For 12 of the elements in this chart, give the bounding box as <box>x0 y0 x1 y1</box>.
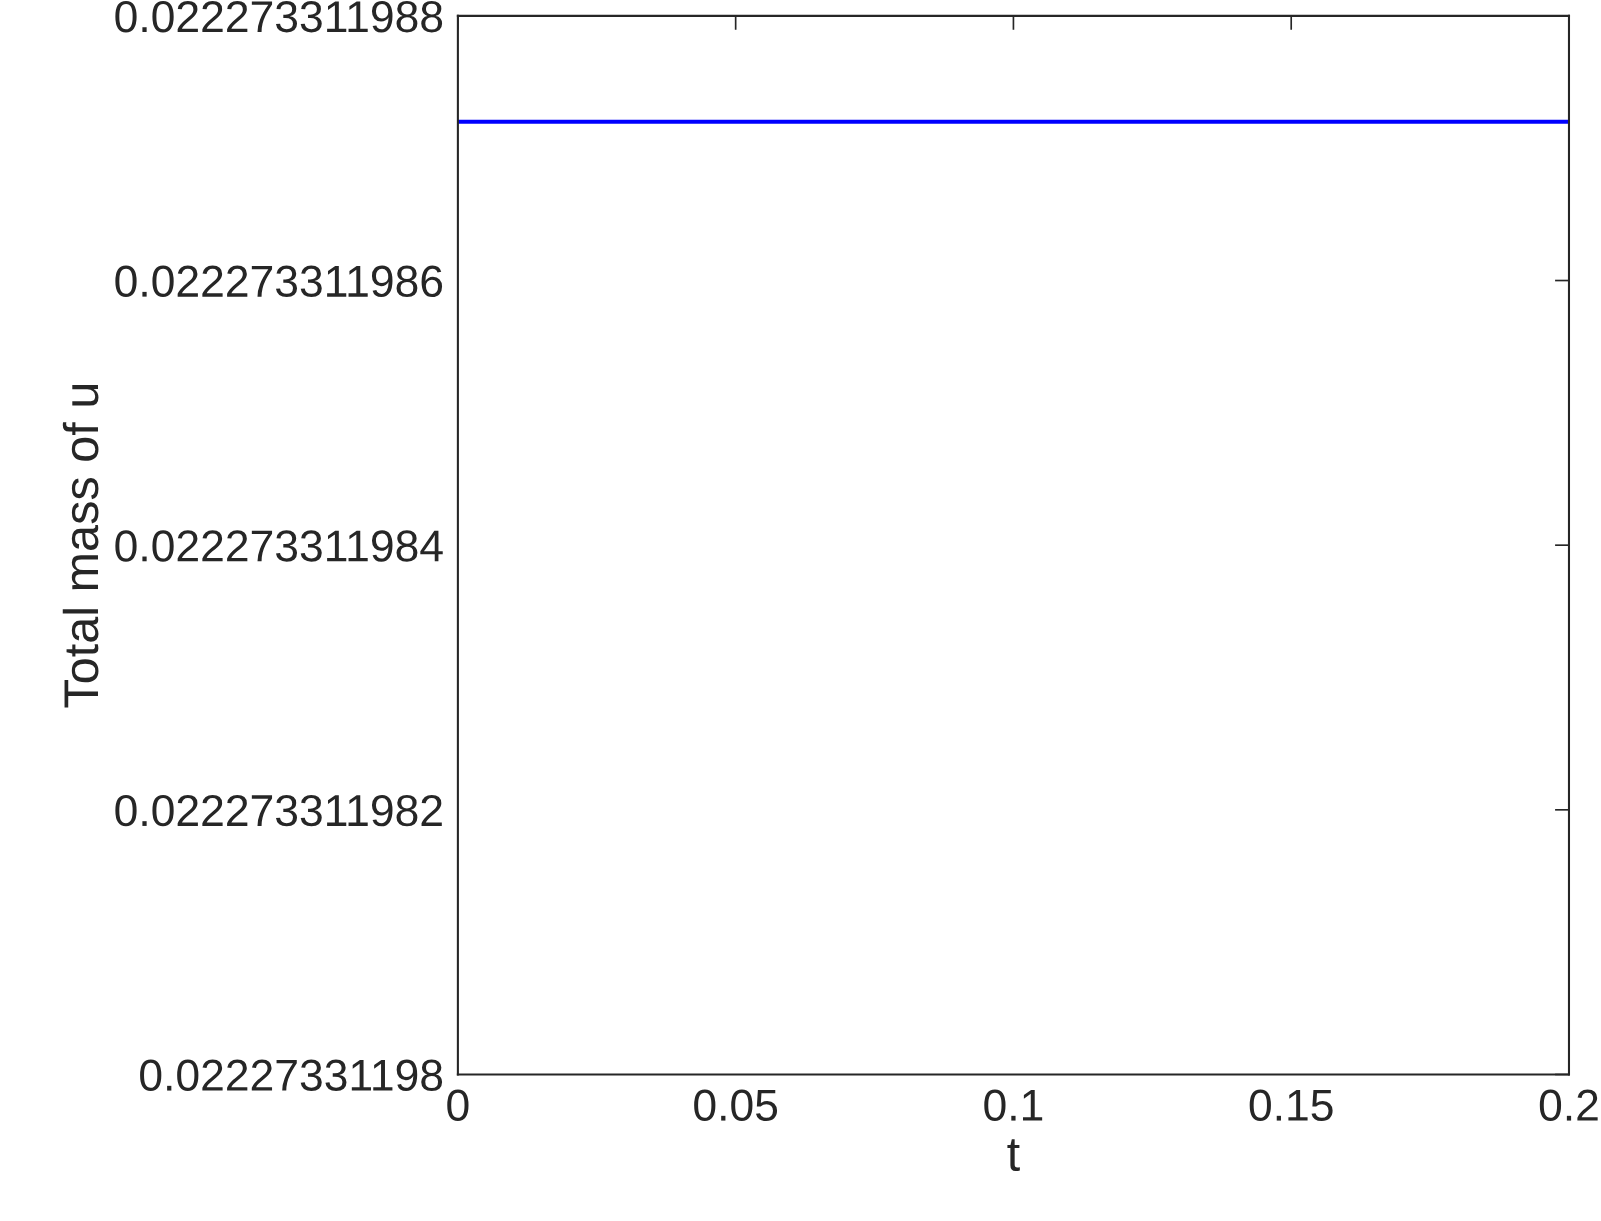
y-tick-label: 0.022273311986 <box>115 265 443 298</box>
y-tick-label: 0.02227331198 <box>140 1059 443 1092</box>
x-tick-label: 0.2 <box>1539 1089 1598 1122</box>
y-tick-label: 0.022273311984 <box>115 530 443 562</box>
x-tick-label: 0.1 <box>984 1089 1043 1122</box>
y-tick-label: 0.022273311982 <box>115 794 442 827</box>
x-tick-label: 0.05 <box>694 1089 778 1122</box>
x-tick-label: 0.15 <box>1249 1089 1333 1122</box>
x-tick-label: 0 <box>447 1089 469 1122</box>
y-tick-label: 0.022273311988 <box>115 0 443 33</box>
x-axis-title: t <box>1007 1139 1020 1171</box>
y-axis-title: Total mass of u <box>62 384 99 708</box>
